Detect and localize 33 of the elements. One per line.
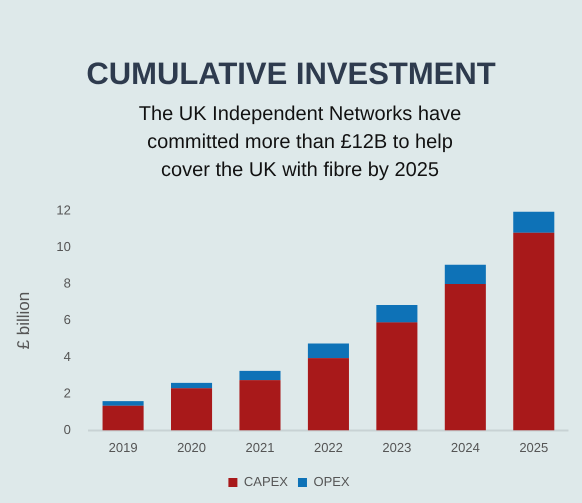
bar (308, 343, 349, 358)
y-tick-label: 8 (64, 276, 71, 291)
x-tick-label: 2020 (177, 440, 206, 455)
bar (444, 264, 486, 284)
bar (102, 401, 144, 406)
bar (102, 406, 144, 430)
x-tick-label: 2019 (108, 440, 138, 455)
chart-title: CUMULATIVE INVESTMENT (85, 56, 497, 92)
y-tick-label: 6 (64, 312, 71, 328)
y-axis-title: £ billion (14, 292, 33, 350)
legend-label: CAPEX (244, 474, 288, 490)
bar (239, 380, 281, 430)
y-tick-label: 10 (56, 238, 71, 254)
bar (513, 212, 554, 233)
bar (171, 382, 212, 388)
bar (308, 358, 349, 430)
bar (376, 322, 418, 430)
bar (376, 305, 418, 322)
bar (513, 232, 554, 430)
bar (444, 284, 486, 430)
x-tick-label: 2023 (382, 440, 412, 455)
bar (239, 370, 281, 380)
x-tick-label: 2024 (450, 440, 480, 455)
bar (171, 388, 212, 430)
legend-label: OPEX (313, 474, 350, 490)
chart-subtitle: The UK Independent Networks have committed more than £12B to help cover the UK with fibre by 2025 (138, 102, 462, 183)
x-tick-label: 2022 (314, 440, 343, 455)
y-tick-label: 2 (64, 385, 71, 400)
y-tick-label: 4 (64, 348, 71, 364)
y-tick-label: 12 (56, 202, 71, 218)
x-tick-label: 2021 (246, 440, 274, 455)
x-tick-label: 2025 (519, 440, 548, 455)
y-tick-label: 0 (64, 422, 71, 437)
